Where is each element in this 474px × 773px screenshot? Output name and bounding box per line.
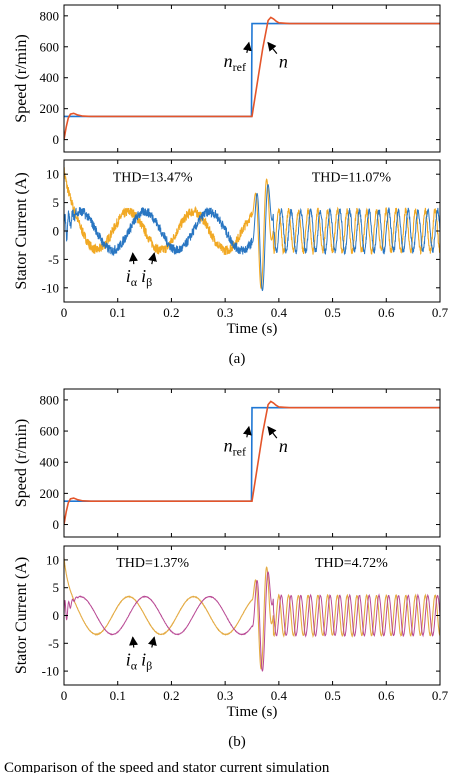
series-i-beta-line xyxy=(64,183,440,292)
annotation-arrow xyxy=(267,41,278,55)
chart-2: 0 200 400 600 800 Speed (r/min) nref n xyxy=(13,388,441,538)
series-i-beta-line xyxy=(64,571,440,672)
x-tick-label: 0.6 xyxy=(378,305,395,320)
annotation-n: n xyxy=(279,436,288,456)
plot-frame xyxy=(63,388,441,538)
series-layer xyxy=(64,16,440,140)
x-tick-label: 0 xyxy=(61,688,68,703)
y-tick-label: -10 xyxy=(42,280,59,295)
series-n-ref-line xyxy=(64,22,440,118)
y-axis-label: Stator Current (A) xyxy=(13,172,30,289)
plots-layer: 0 200 400 600 800 Speed (r/min) nref n -10 -5 0 5 10… xyxy=(13,4,449,720)
thd-label: THD=11.07% xyxy=(312,171,392,186)
series-layer xyxy=(64,167,440,292)
annotation-arrow xyxy=(129,252,138,265)
x-tick-label: 0.3 xyxy=(217,688,233,703)
x-tick-label: 0.7 xyxy=(432,688,449,703)
series-n-line xyxy=(64,400,440,525)
chart-1: -10 -5 0 5 10 0 0.1 0.2 0.3 0.4 0.5 0.6 0.7 Stator Cu… xyxy=(13,159,449,337)
series-n-ref-line xyxy=(64,406,440,502)
annotation-arrow xyxy=(242,41,252,54)
y-tick-label: 5 xyxy=(53,195,60,210)
x-tick-label: 0.4 xyxy=(271,688,288,703)
annotation-arrow xyxy=(129,636,139,648)
x-tick-label: 0.3 xyxy=(217,305,233,320)
x-tick-label: 0.5 xyxy=(324,305,340,320)
y-tick-label: 0 xyxy=(53,132,60,147)
x-axis-label: Time (s) xyxy=(227,321,278,337)
thd-label: THD=1.37% xyxy=(116,556,189,571)
annotation-arrow xyxy=(242,425,252,438)
y-tick-label: 10 xyxy=(46,552,59,567)
series-layer xyxy=(64,557,440,672)
annotation-n-ref: nref xyxy=(224,51,246,74)
annotation-i-alpha-i-beta: iα iβ xyxy=(126,266,152,289)
series-layer xyxy=(64,400,440,525)
panel-label-b: (b) xyxy=(228,734,246,750)
chart-3: -10 -5 0 5 10 0 0.1 0.2 0.3 0.4 0.5 0.6 0.7 Stator Cu… xyxy=(13,545,449,720)
x-tick-label: 0 xyxy=(61,305,68,320)
plot-frame xyxy=(63,4,441,153)
y-tick-label: 800 xyxy=(40,8,60,23)
y-tick-label: 600 xyxy=(40,424,60,439)
series-n-line xyxy=(64,16,440,140)
y-tick-label: -10 xyxy=(42,664,59,679)
y-tick-label: 600 xyxy=(40,39,60,54)
y-tick-label: 400 xyxy=(40,455,60,470)
y-axis-label: Stator Current (A) xyxy=(13,557,30,674)
x-tick-label: 0.7 xyxy=(432,305,449,320)
x-tick-label: 0.6 xyxy=(378,688,395,703)
annotation-n-ref: nref xyxy=(224,435,246,458)
y-axis-label: Speed (r/min) xyxy=(13,419,30,507)
thd-label: THD=13.47% xyxy=(113,171,193,186)
annotation-i-alpha-i-beta: iα iβ xyxy=(126,650,152,673)
x-tick-label: 0.2 xyxy=(163,305,179,320)
panel-label-a: (a) xyxy=(229,351,246,367)
y-tick-label: -5 xyxy=(48,252,59,267)
y-tick-label: 0 xyxy=(53,608,60,623)
annotation-n: n xyxy=(279,52,288,72)
y-tick-label: 0 xyxy=(53,517,60,532)
y-tick-label: 5 xyxy=(53,580,60,595)
thd-label: THD=4.72% xyxy=(315,556,388,571)
chart-0: 0 200 400 600 800 Speed (r/min) nref n xyxy=(13,4,441,153)
y-tick-label: 800 xyxy=(40,392,60,407)
y-axis-label: Speed (r/min) xyxy=(13,34,30,122)
y-tick-label: 0 xyxy=(53,224,60,239)
x-tick-label: 0.4 xyxy=(271,305,288,320)
annotation-arrow xyxy=(148,252,157,265)
series-i-alpha-line xyxy=(64,557,440,670)
annotation-arrow xyxy=(148,636,157,648)
x-tick-label: 0.5 xyxy=(324,688,340,703)
x-axis-label: Time (s) xyxy=(227,704,278,720)
annotation-arrow xyxy=(267,426,278,439)
y-tick-label: 400 xyxy=(40,70,60,85)
y-tick-label: 200 xyxy=(40,486,60,501)
y-tick-label: -5 xyxy=(48,636,59,651)
x-tick-label: 0.1 xyxy=(110,688,126,703)
x-tick-label: 0.2 xyxy=(163,688,179,703)
y-tick-label: 200 xyxy=(40,101,60,116)
x-tick-label: 0.1 xyxy=(110,305,126,320)
figure-caption: Comparison of the speed and stator curre… xyxy=(4,760,330,773)
y-tick-label: 10 xyxy=(46,167,59,182)
